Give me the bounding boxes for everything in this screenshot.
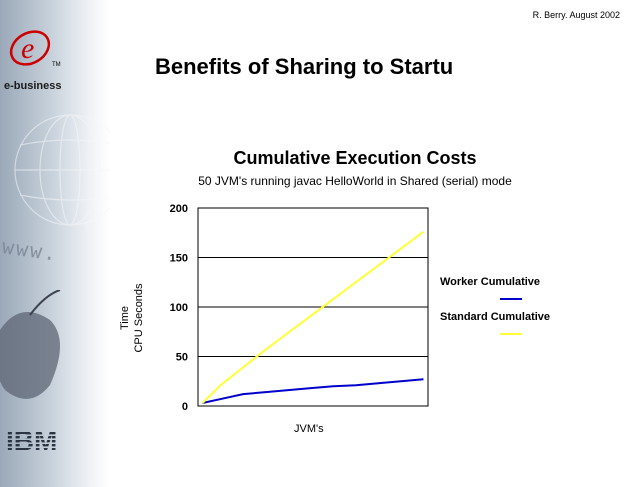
company-logo-text: IBM [6,425,57,454]
trademark-mark: TM [52,62,61,68]
legend-label-standard: Standard Cumulative [440,311,551,323]
legend-label-worker: Worker Cumulative [440,276,541,288]
y-tick-label: 150 [170,253,188,265]
y-axis-label-line2: CPU Seconds [133,283,145,353]
y-tick-label: 100 [170,302,188,314]
x-axis-label: JVM's [294,423,324,435]
sidebar: www. e TM e-business IBM [0,0,110,487]
y-axis-label-line1: Time [119,305,131,331]
brand-text: e-business [4,80,62,92]
line-chart: 0 50 100 150 200 [170,203,429,413]
mouse-icon [0,290,61,399]
legend-item-worker: Worker Cumulative [440,276,580,288]
series-line-1 [201,230,425,404]
series-line-0 [202,378,424,405]
chart-title: Cumulative Execution Costs [233,148,477,168]
legend-swatch-worker [500,298,522,300]
y-tick-label: 0 [182,401,188,413]
author-date: R. Berry. August 2002 [532,10,620,20]
y-tick-label: 50 [176,352,188,364]
y-axis-label: Time CPU Seconds [118,283,146,352]
y-tick-label: 200 [170,203,188,215]
www-text: www. [0,234,60,266]
logo-letter: e [21,32,34,65]
legend-swatch-standard [500,333,522,335]
chart-subtitle: 50 JVM's running javac HelloWorld in Sha… [198,174,512,188]
slide-title: Benefits of Sharing to Startu [155,54,454,79]
legend-item-standard: Standard Cumulative [440,311,580,323]
globe-graphic [14,114,110,226]
ibm-logo: IBM [6,425,57,454]
ebusiness-logo-icon: e [9,30,51,66]
